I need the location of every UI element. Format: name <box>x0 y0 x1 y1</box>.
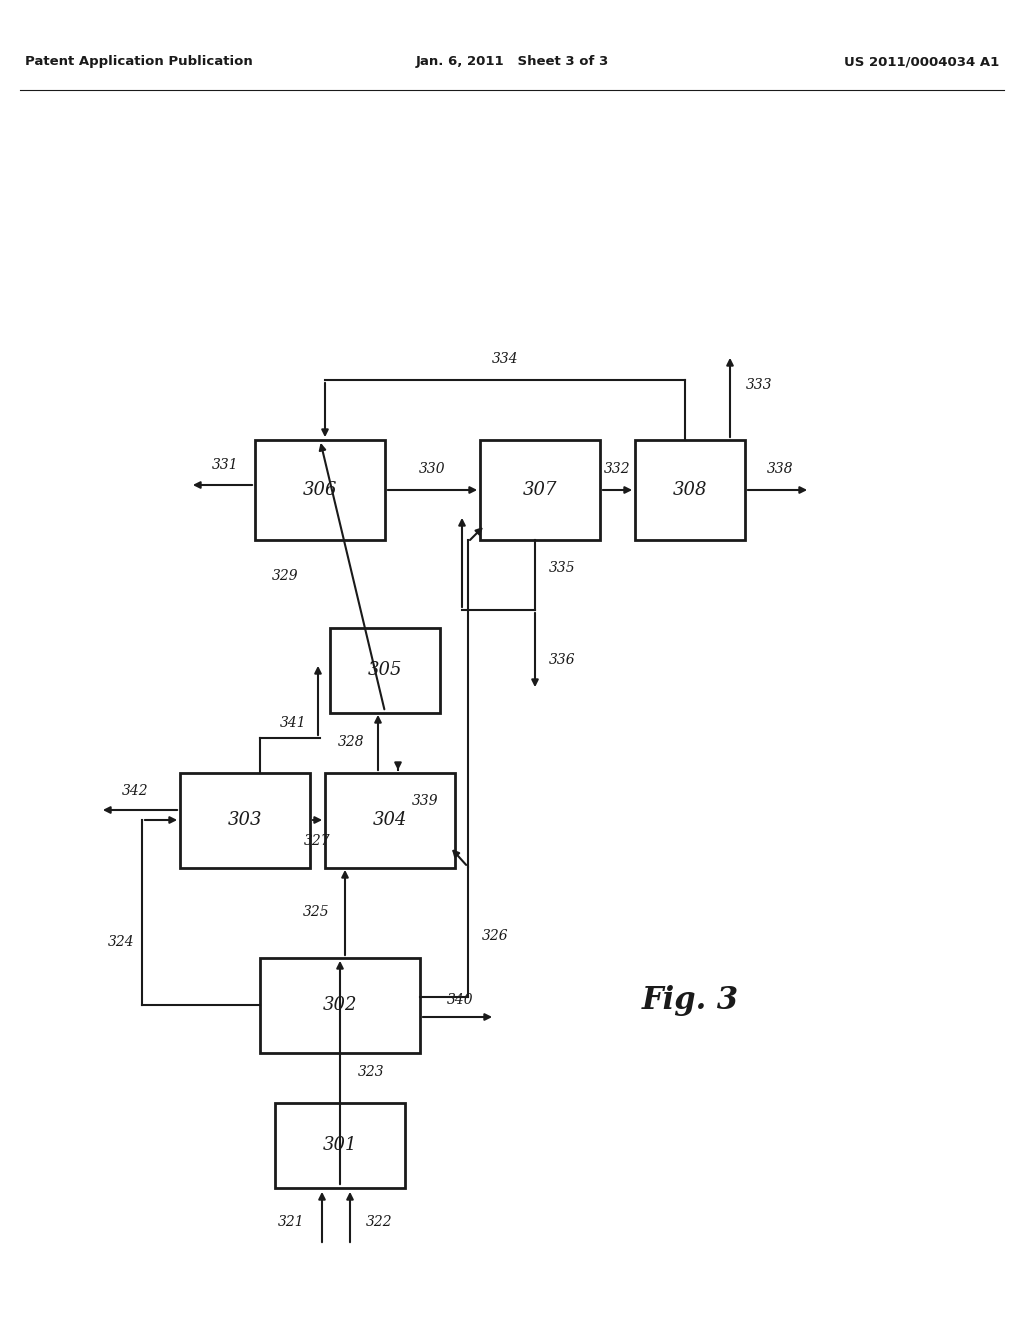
Text: 327: 327 <box>304 834 331 847</box>
Text: Patent Application Publication: Patent Application Publication <box>25 55 253 69</box>
Text: 331: 331 <box>212 458 239 473</box>
Text: 308: 308 <box>673 480 708 499</box>
Text: 339: 339 <box>412 795 438 808</box>
Text: 307: 307 <box>522 480 557 499</box>
Text: 333: 333 <box>746 378 773 392</box>
Text: 302: 302 <box>323 997 357 1014</box>
Text: 340: 340 <box>446 993 473 1007</box>
Text: 326: 326 <box>482 929 509 942</box>
Bar <box>180 772 310 867</box>
Text: 305: 305 <box>368 661 402 678</box>
Text: 335: 335 <box>549 561 575 576</box>
Bar <box>635 440 745 540</box>
Bar <box>480 440 600 540</box>
Text: 324: 324 <box>108 935 134 949</box>
Text: 304: 304 <box>373 810 408 829</box>
Text: 342: 342 <box>122 784 148 799</box>
Text: 325: 325 <box>302 906 329 919</box>
Text: 322: 322 <box>366 1214 392 1229</box>
Text: 323: 323 <box>358 1065 385 1078</box>
Bar <box>330 627 440 713</box>
Text: 338: 338 <box>767 462 794 477</box>
Text: 341: 341 <box>280 715 306 730</box>
Text: 336: 336 <box>549 653 575 667</box>
Text: US 2011/0004034 A1: US 2011/0004034 A1 <box>844 55 999 69</box>
Text: 334: 334 <box>492 352 518 366</box>
Bar <box>255 440 385 540</box>
Text: 329: 329 <box>271 569 298 583</box>
Text: 301: 301 <box>323 1137 357 1154</box>
Text: 332: 332 <box>604 462 631 477</box>
Bar <box>325 772 455 867</box>
Text: Jan. 6, 2011   Sheet 3 of 3: Jan. 6, 2011 Sheet 3 of 3 <box>416 55 608 69</box>
Text: Fig. 3: Fig. 3 <box>641 985 738 1015</box>
Bar <box>275 1102 406 1188</box>
Text: 330: 330 <box>419 462 445 477</box>
Bar <box>260 957 420 1052</box>
Text: 328: 328 <box>337 735 364 748</box>
Text: 306: 306 <box>303 480 337 499</box>
Text: 321: 321 <box>278 1214 304 1229</box>
Text: 303: 303 <box>227 810 262 829</box>
